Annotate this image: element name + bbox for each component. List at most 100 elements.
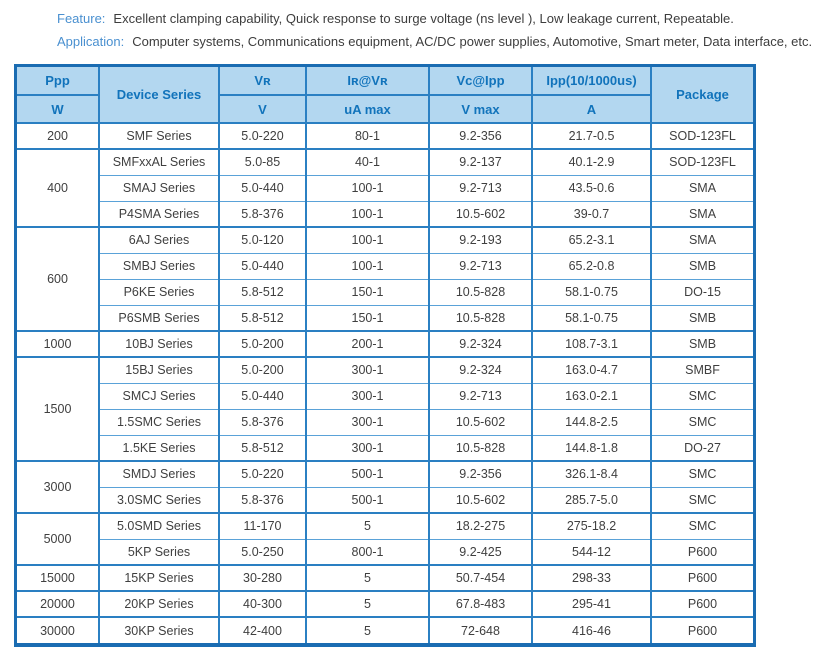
ipp-cell: 108.7-3.1 xyxy=(531,330,651,357)
package-cell: P600 xyxy=(650,538,753,565)
header-vc-at-ipp-unit: V max xyxy=(428,94,532,123)
ir-at-vr-cell: 5 xyxy=(305,564,429,591)
vr-cell: 5.0-440 xyxy=(218,252,306,279)
package-cell: SOD-123FL xyxy=(650,148,753,175)
package-cell: SOD-123FL xyxy=(650,122,753,149)
ipp-cell: 21.7-0.5 xyxy=(531,122,651,149)
vr-cell: 5.0-440 xyxy=(218,174,306,201)
spec-table-header: Ppp Device Series Vʀ Iʀ@Vʀ Vc@Ipp Ipp(10… xyxy=(17,67,753,123)
vr-cell: 11-170 xyxy=(218,512,306,539)
header-row-symbols: Ppp Device Series Vʀ Iʀ@Vʀ Vc@Ipp Ipp(10… xyxy=(17,67,753,123)
ipp-cell: 163.0-2.1 xyxy=(531,382,651,409)
header-ipp: Ipp(10/1000us) xyxy=(531,67,651,95)
ir-at-vr-cell: 40-1 xyxy=(305,148,429,175)
device-series-cell: P6KE Series xyxy=(98,278,219,305)
ir-at-vr-cell: 100-1 xyxy=(305,174,429,201)
ipp-cell: 326.1-8.4 xyxy=(531,460,651,487)
package-cell: SMA xyxy=(650,200,753,227)
feature-text: Excellent clamping capability, Quick res… xyxy=(113,11,734,26)
ir-at-vr-cell: 100-1 xyxy=(305,200,429,227)
table-row: P6KE Series 5.8-512 150-1 10.5-828 58.1-0.75… xyxy=(17,278,753,305)
ir-at-vr-cell: 300-1 xyxy=(305,434,429,461)
ipp-cell: 65.2-3.1 xyxy=(531,226,651,253)
package-cell: SMB xyxy=(650,304,753,331)
vr-cell: 5.8-376 xyxy=(218,486,306,513)
ipp-cell: 295-41 xyxy=(531,590,651,617)
device-series-cell: P6SMB Series xyxy=(98,304,219,331)
vr-cell: 5.0-250 xyxy=(218,538,306,565)
header-package: Package xyxy=(650,67,753,123)
intro-section: Feature: Excellent clamping capability, Q… xyxy=(0,0,822,53)
vr-cell: 5.0-220 xyxy=(218,460,306,487)
package-cell: SMC xyxy=(650,486,753,513)
ipp-cell: 275-18.2 xyxy=(531,512,651,539)
vr-cell: 5.8-376 xyxy=(218,200,306,227)
vc-at-ipp-cell: 9.2-713 xyxy=(428,174,532,201)
vr-cell: 40-300 xyxy=(218,590,306,617)
ir-at-vr-cell: 100-1 xyxy=(305,252,429,279)
table-row: 15000 15KP Series 30-280 5 50.7-454 298-33 P60… xyxy=(17,564,753,591)
vc-at-ipp-cell: 9.2-193 xyxy=(428,226,532,253)
ipp-cell: 144.8-1.8 xyxy=(531,434,651,461)
package-cell: P600 xyxy=(650,590,753,617)
spec-table-border: Ppp Device Series Vʀ Iʀ@Vʀ Vc@Ipp Ipp(10… xyxy=(14,64,756,647)
ir-at-vr-cell: 200-1 xyxy=(305,330,429,357)
vc-at-ipp-cell: 18.2-275 xyxy=(428,512,532,539)
vc-at-ipp-cell: 9.2-356 xyxy=(428,460,532,487)
vr-cell: 5.0-220 xyxy=(218,122,306,149)
package-cell: P600 xyxy=(650,564,753,591)
ppp-cell: 1500 xyxy=(17,356,99,461)
ir-at-vr-cell: 5 xyxy=(305,590,429,617)
device-series-cell: 6AJ Series xyxy=(98,226,219,253)
ipp-cell: 544-12 xyxy=(531,538,651,565)
ppp-cell: 20000 xyxy=(17,590,99,617)
ppp-cell: 600 xyxy=(17,226,99,331)
ir-at-vr-cell: 500-1 xyxy=(305,460,429,487)
ipp-cell: 416-46 xyxy=(531,616,651,643)
table-row: SMCJ Series 5.0-440 300-1 9.2-713 163.0-2.1 S… xyxy=(17,382,753,409)
package-cell: SMA xyxy=(650,226,753,253)
device-series-cell: SMAJ Series xyxy=(98,174,219,201)
ppp-cell: 15000 xyxy=(17,564,99,591)
table-row: 600 6AJ Series 5.0-120 100-1 9.2-193 65.2-3.1… xyxy=(17,226,753,331)
ir-at-vr-cell: 800-1 xyxy=(305,538,429,565)
device-series-cell: SMBJ Series xyxy=(98,252,219,279)
table-row: 200 SMF Series 5.0-220 80-1 9.2-356 21.7-0.5 S… xyxy=(17,122,753,149)
ir-at-vr-cell: 150-1 xyxy=(305,304,429,331)
ir-at-vr-cell: 300-1 xyxy=(305,408,429,435)
device-series-cell: 15KP Series xyxy=(98,564,219,591)
vc-at-ipp-cell: 10.5-602 xyxy=(428,408,532,435)
device-series-cell: P4SMA Series xyxy=(98,200,219,227)
ipp-cell: 163.0-4.7 xyxy=(531,356,651,383)
device-series-cell: SMFxxAL Series xyxy=(98,148,219,175)
datasheet-page: Feature: Excellent clamping capability, Q… xyxy=(0,0,822,647)
device-series-cell: 1.5SMC Series xyxy=(98,408,219,435)
header-vc-at-ipp: Vc@Ipp xyxy=(428,67,532,95)
vr-cell: 5.8-512 xyxy=(218,278,306,305)
header-ppp: Ppp xyxy=(17,67,99,95)
header-ppp-unit: W xyxy=(17,94,99,123)
ir-at-vr-cell: 300-1 xyxy=(305,356,429,383)
vc-at-ipp-cell: 10.5-602 xyxy=(428,200,532,227)
vr-cell: 5.8-512 xyxy=(218,304,306,331)
table-row: 1000 10BJ Series 5.0-200 200-1 9.2-324 108.7-… xyxy=(17,330,753,357)
vc-at-ipp-cell: 9.2-356 xyxy=(428,122,532,149)
header-vr: Vʀ xyxy=(218,67,306,95)
vc-at-ipp-cell: 9.2-137 xyxy=(428,148,532,175)
device-series-cell: 1.5KE Series xyxy=(98,434,219,461)
ir-at-vr-cell: 300-1 xyxy=(305,382,429,409)
vc-at-ipp-cell: 10.5-828 xyxy=(428,434,532,461)
package-cell: SMC xyxy=(650,408,753,435)
vc-at-ipp-cell: 9.2-713 xyxy=(428,252,532,279)
package-cell: SMB xyxy=(650,330,753,357)
package-cell: DO-27 xyxy=(650,434,753,461)
ipp-cell: 58.1-0.75 xyxy=(531,278,651,305)
table-row: SMAJ Series 5.0-440 100-1 9.2-713 43.5-0.6 SM… xyxy=(17,174,753,201)
package-cell: SMC xyxy=(650,512,753,539)
vr-cell: 5.0-200 xyxy=(218,356,306,383)
application-text: Computer systems, Communications equipme… xyxy=(132,34,813,49)
package-cell: P600 xyxy=(650,616,753,643)
ipp-cell: 39-0.7 xyxy=(531,200,651,227)
device-series-cell: 5.0SMD Series xyxy=(98,512,219,539)
table-row: 3.0SMC Series 5.8-376 500-1 10.5-602 285.7-5… xyxy=(17,486,753,513)
